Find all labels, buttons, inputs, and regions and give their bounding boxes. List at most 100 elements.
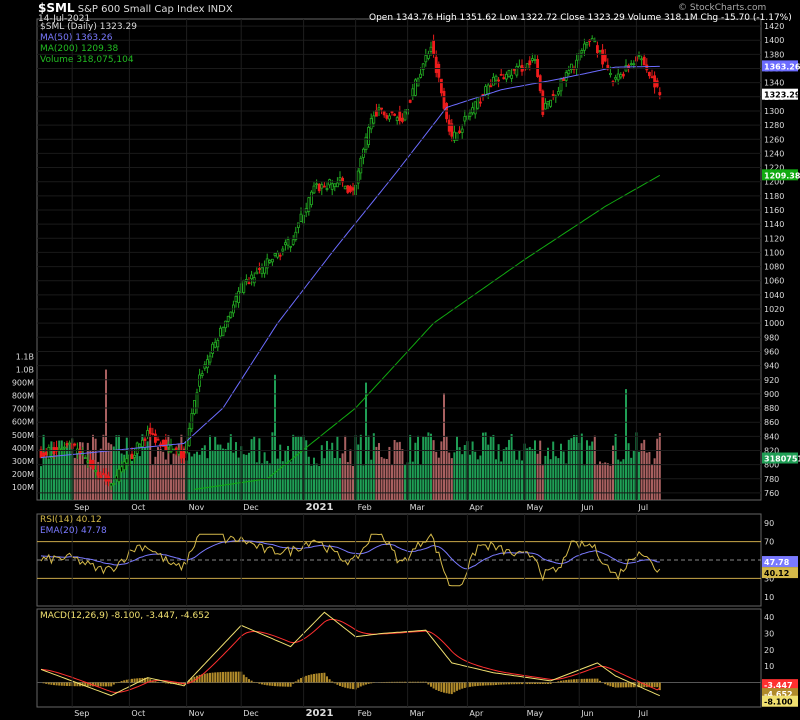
legend-rsi-ema: EMA(20) 47.78 — [40, 526, 107, 537]
macd-histogram-bar — [126, 680, 128, 683]
price-tick-label: 1080 — [764, 263, 784, 272]
macd-histogram-bar — [238, 672, 240, 683]
macd-histogram-bar — [323, 673, 325, 683]
candle-body — [149, 428, 151, 433]
macd-histogram-bar — [542, 683, 544, 685]
macd-histogram-bar — [511, 683, 513, 685]
macd-histogram-bar — [123, 680, 125, 682]
macd-histogram-bar — [212, 673, 214, 683]
macd-histogram-bar — [63, 683, 65, 686]
volume-badge: 318075104 — [764, 455, 800, 464]
volume-bar — [297, 436, 299, 500]
macd-histogram-bar — [495, 683, 497, 685]
candle-body — [594, 41, 596, 42]
candle-body — [526, 64, 528, 69]
candle-body — [258, 269, 260, 270]
candle-body — [547, 101, 549, 104]
volume-bar — [131, 461, 133, 500]
price-badge: 1323.29 — [764, 91, 800, 100]
macd-histogram-bar — [261, 683, 263, 685]
volume-bar — [625, 389, 627, 500]
macd-histogram-bar — [594, 679, 596, 683]
candle-body — [157, 439, 159, 440]
watermark: © StockCharts.com — [678, 2, 766, 14]
macd-histogram-bar — [357, 683, 359, 688]
candle-body — [534, 60, 536, 61]
month-label: Apr — [469, 709, 484, 718]
macd-histogram-bar — [225, 672, 227, 683]
candle-body — [425, 56, 427, 62]
candle-body — [435, 57, 437, 72]
macd-histogram-bar — [204, 674, 206, 683]
candle-body — [576, 60, 578, 69]
candle-body — [347, 186, 349, 193]
macd-histogram-bar — [339, 683, 341, 686]
macd-histogram-bar — [586, 679, 588, 683]
macd-histogram-bar — [284, 683, 286, 687]
volume-bar — [69, 445, 71, 500]
candle-body — [617, 74, 619, 80]
macd-histogram-bar — [214, 672, 216, 682]
candle-body — [173, 449, 175, 450]
candle-body — [609, 73, 611, 74]
volume-bar — [412, 462, 414, 500]
volume-bar — [433, 440, 435, 500]
macd-histogram-bar — [217, 672, 219, 682]
exchange-label: INDX — [208, 4, 233, 15]
macd-histogram-bar — [576, 679, 578, 682]
macd-histogram-bar — [420, 682, 422, 683]
macd-histogram-bar — [492, 683, 494, 686]
volume-bar — [165, 460, 167, 500]
macd-histogram-bar — [404, 682, 406, 683]
candle-body — [381, 108, 383, 109]
candle-body — [76, 449, 78, 453]
volume-bar — [191, 456, 193, 500]
volume-bar — [45, 456, 47, 500]
macd-histogram-bar — [500, 683, 502, 685]
candle-body — [201, 374, 203, 376]
candle-body — [180, 450, 182, 458]
volume-bar — [373, 433, 375, 500]
candle-body — [539, 76, 541, 91]
candle-body — [373, 116, 375, 123]
candle-body — [620, 75, 622, 77]
legend-price: $SML (Daily) 1323.29 — [40, 22, 137, 33]
candle-body — [326, 188, 328, 189]
volume-bar — [227, 443, 229, 500]
candle-body — [643, 57, 645, 65]
candle-body — [583, 44, 585, 50]
volume-bar — [326, 441, 328, 500]
macd-histogram-bar — [472, 683, 474, 687]
month-label: 2021 — [306, 502, 334, 513]
candle-body — [586, 43, 588, 45]
volume-bar — [414, 443, 416, 500]
macd-histogram-bar — [279, 683, 281, 687]
macd-histogram-bar — [105, 683, 107, 687]
price-tick-label: 860 — [764, 418, 779, 427]
volume-bar — [643, 440, 645, 500]
macd-histogram-bar — [399, 682, 401, 683]
macd-histogram-bar — [53, 683, 55, 686]
candle-body — [336, 183, 338, 187]
candle-body — [313, 186, 315, 193]
month-label: Feb — [358, 709, 372, 718]
macd-histogram-bar — [334, 683, 336, 684]
volume-bar — [576, 435, 578, 500]
macd-histogram-bar — [531, 683, 533, 685]
candle-body — [297, 223, 299, 228]
candle-body — [316, 184, 318, 185]
price-tick-label: 1280 — [764, 121, 784, 130]
candle-body — [323, 186, 325, 187]
macd-histogram-bar — [134, 679, 136, 683]
macd-histogram-bar — [477, 683, 479, 686]
macd-histogram-bar — [464, 683, 466, 688]
macd-histogram-bar — [604, 683, 606, 685]
macd-histogram-bar — [417, 682, 419, 683]
volume-bar — [583, 465, 585, 500]
macd-histogram-bar — [365, 683, 367, 685]
volume-bar — [425, 437, 427, 500]
macd-histogram-bar — [474, 683, 476, 687]
volume-bar — [352, 466, 354, 500]
volume-bar — [266, 461, 268, 500]
macd-histogram-bar — [66, 683, 68, 686]
